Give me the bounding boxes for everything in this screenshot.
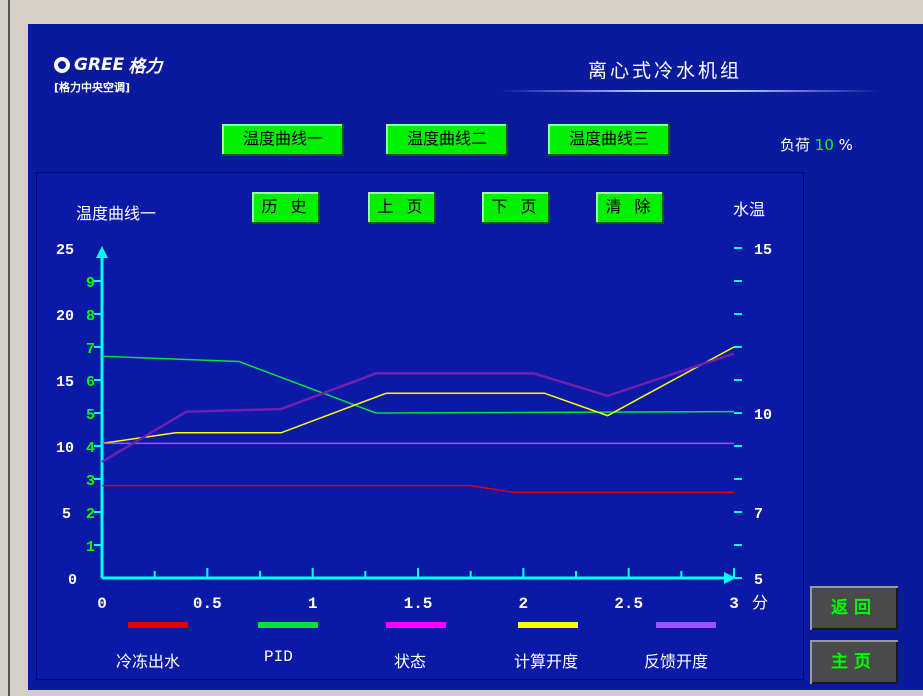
left-green-tick-label: 7	[86, 341, 95, 358]
left-green-tick-label: 3	[86, 473, 95, 490]
x-tick-label: 1.5	[404, 595, 433, 613]
legend-label: 状态	[394, 652, 427, 671]
right-tick-label: 15	[754, 242, 772, 259]
title-underline	[500, 90, 880, 92]
x-axis-arrow	[724, 572, 736, 584]
logo-text: GREE	[74, 54, 125, 75]
left-green-tick-label: 5	[86, 407, 95, 424]
logo-script: 格力	[128, 57, 163, 77]
load-label: 负荷	[780, 136, 811, 154]
tab-curve-1[interactable]: 温度曲线一	[222, 124, 344, 156]
legend-swatch	[656, 622, 716, 628]
history-button[interactable]: 历 史	[252, 192, 320, 224]
load-value: 10	[814, 136, 834, 154]
tab-curve-3[interactable]: 温度曲线三	[548, 124, 670, 156]
legend-swatch	[518, 622, 578, 628]
left-tick-label: 10	[56, 440, 74, 457]
legend-swatch	[128, 622, 188, 628]
legend-label: 计算开度	[514, 652, 579, 671]
left-tick-label: 5	[62, 506, 71, 523]
x-tick-label: 1	[308, 595, 318, 613]
x-tick-label: 0	[97, 595, 107, 613]
gree-logo-icon	[54, 56, 70, 73]
left-green-tick-label: 2	[86, 506, 95, 523]
series-line-0	[102, 484, 734, 493]
x-tick-label: 2	[519, 595, 529, 613]
right-tick-label: 5	[754, 572, 763, 589]
chart-title: 温度曲线一	[76, 204, 157, 223]
legend-label: PID	[264, 648, 293, 666]
load-unit: %	[838, 136, 853, 154]
left-tick-label: 15	[56, 374, 74, 391]
legend-swatch	[258, 622, 318, 628]
series-line-3	[101, 346, 735, 445]
left-green-tick-label: 1	[86, 539, 95, 556]
tab-curve-2[interactable]: 温度曲线二	[386, 124, 508, 156]
legend-label: 反馈开度	[644, 652, 709, 671]
clear-button[interactable]: 清 除	[596, 192, 664, 224]
left-green-tick-label: 9	[86, 275, 95, 292]
window-edge	[8, 0, 10, 696]
left-tick-label: 25	[56, 242, 74, 259]
app-title: 离心式冷水机组	[588, 60, 743, 82]
back-button[interactable]: 返回	[810, 586, 898, 630]
y-axis-arrow	[96, 246, 108, 258]
left-tick-label: 20	[56, 308, 74, 325]
left-tick-label: 0	[68, 572, 77, 589]
right-tick-label: 10	[754, 407, 772, 424]
left-green-tick-label: 8	[86, 308, 95, 325]
next-page-button[interactable]: 下 页	[482, 192, 550, 224]
x-tick-label: 2.5	[614, 595, 643, 613]
load-readout: 负荷 10 %	[780, 134, 853, 155]
right-tick-label: 7	[754, 506, 763, 523]
logo-subtitle: [格力中央空调]	[54, 81, 131, 94]
x-unit-label: 分	[752, 593, 768, 612]
x-tick-label: 3	[729, 595, 739, 613]
left-green-tick-label: 4	[86, 440, 95, 457]
home-button[interactable]: 主页	[810, 640, 898, 684]
legend-label: 冷冻出水	[116, 652, 181, 671]
legend-swatch	[386, 622, 446, 628]
gree-logo: GREE 格力 [格力中央空调]	[54, 52, 162, 95]
series-line-1	[101, 355, 735, 414]
left-green-tick-label: 6	[86, 374, 95, 391]
series-line-5	[101, 352, 735, 463]
right-axis-label: 水温	[733, 200, 766, 219]
x-tick-label: 0.5	[193, 595, 222, 613]
prev-page-button[interactable]: 上 页	[368, 192, 436, 224]
